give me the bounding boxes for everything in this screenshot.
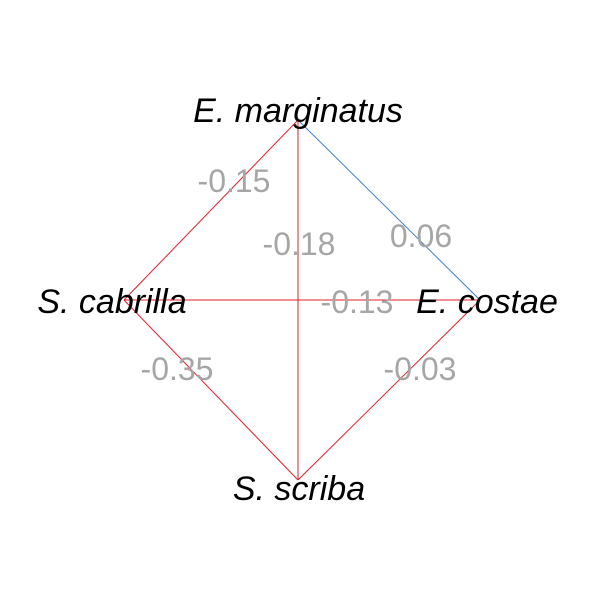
edge-weight-em-ec: 0.06: [390, 218, 452, 254]
edge-weight-sc-ec: -0.13: [321, 284, 394, 320]
edge-ec-ss: [297, 299, 481, 481]
edge-weight-ec-ss: -0.03: [384, 351, 457, 387]
node-label-s-scriba: S. scriba: [233, 470, 365, 508]
edge-weight-em-ss: -0.18: [263, 226, 336, 262]
node-label-e-costae: E. costae: [416, 283, 558, 321]
edge-sc-ss: [123, 299, 299, 481]
edge-weight-sc-ss: -0.35: [141, 351, 214, 387]
edge-em-sc: [123, 119, 299, 301]
node-label-e-marginatus: E. marginatus: [193, 92, 403, 130]
edge-weight-em-sc: -0.15: [198, 163, 271, 199]
node-label-s-cabrilla: S. cabrilla: [37, 283, 186, 321]
edge-em-ec: [297, 119, 481, 301]
